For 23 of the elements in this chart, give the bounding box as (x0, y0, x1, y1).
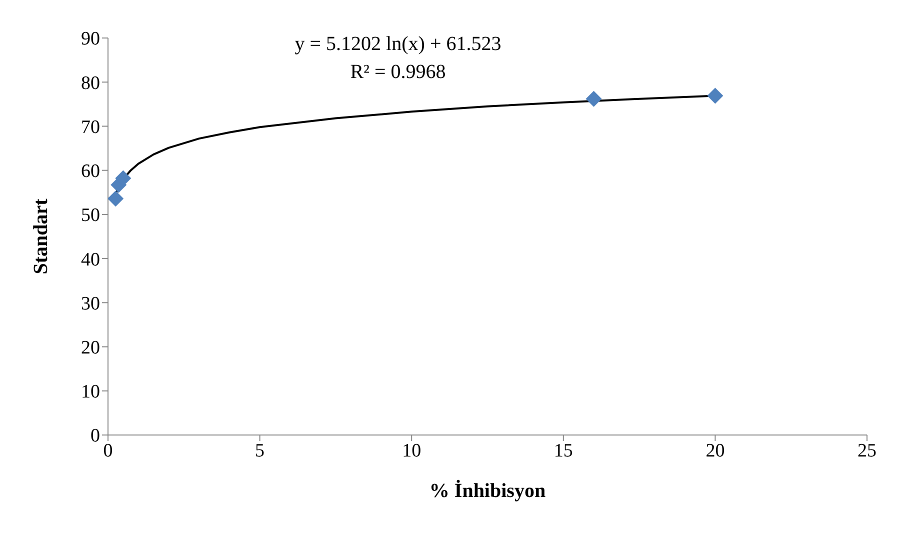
point (108, 190, 124, 207)
y-tick-label: 90 (81, 28, 100, 50)
point (586, 90, 602, 107)
y-tick-label: 50 (81, 205, 100, 226)
y-tick-label: 70 (81, 116, 100, 138)
x-tick-label: 10 (402, 440, 422, 462)
x-tick-label: 25 (858, 440, 876, 462)
y-axis-title: Standart (30, 198, 52, 274)
annotation: y = 5.1202 ln(x) + 61.523 (294, 32, 502, 57)
annotation: R² = 0.9968 (349, 60, 447, 85)
x-tick-label: 15 (554, 440, 573, 462)
x-tick-label: 20 (706, 440, 725, 462)
y-tick-label: 20 (81, 338, 100, 359)
x-axis-title: % İnhibisyon (429, 479, 546, 502)
y-tick-label: 40 (81, 249, 100, 270)
y-tick-label: 10 (81, 382, 100, 403)
point (707, 88, 724, 104)
y-tick-label: 80 (81, 72, 100, 94)
y-tick-label: 0 (90, 426, 100, 447)
y-tick-label: 30 (81, 293, 100, 314)
x-tick-label: 5 (255, 440, 265, 462)
y-tick-label: 60 (81, 161, 100, 182)
x-tick-label: 0 (103, 440, 113, 462)
